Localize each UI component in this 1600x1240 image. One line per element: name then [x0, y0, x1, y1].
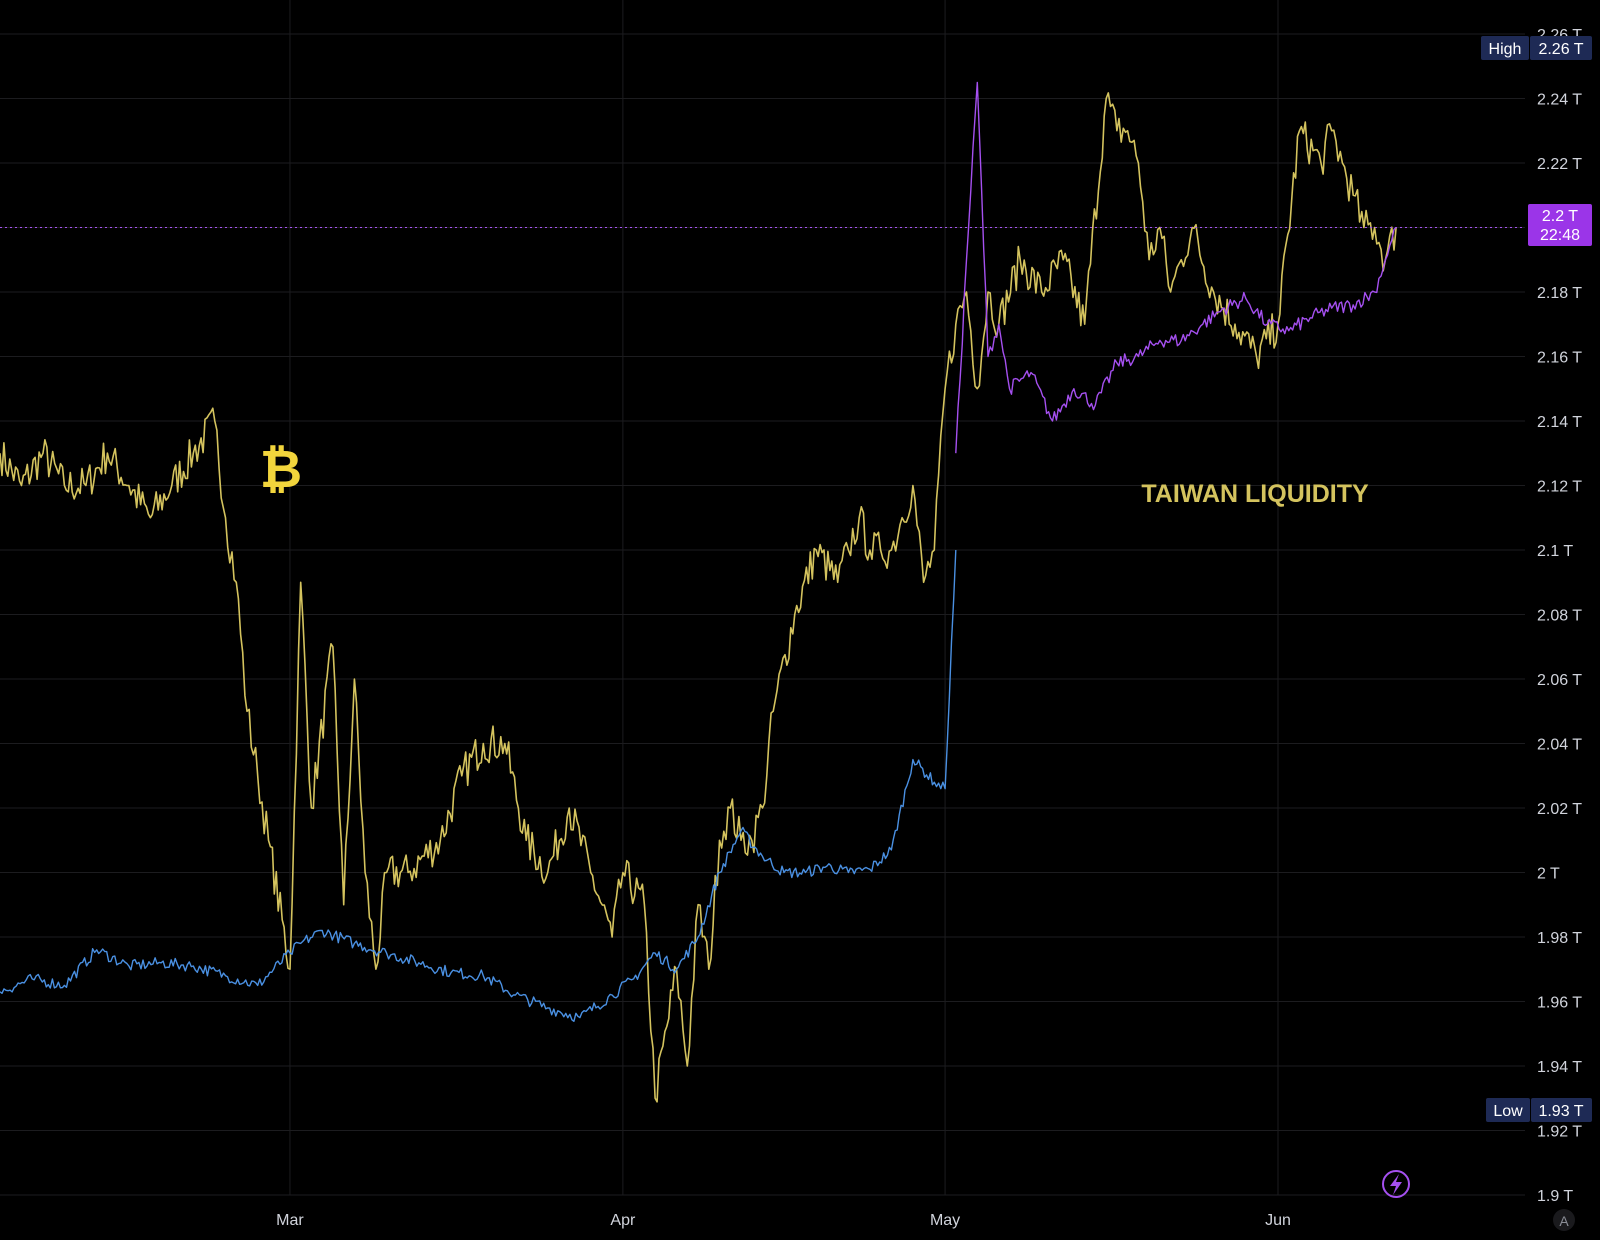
- series-layer: [0, 81, 1397, 1103]
- y-tick-label: 2.12 T: [1537, 479, 1582, 496]
- y-tick-label: 2.24 T: [1537, 92, 1582, 109]
- y-tick-label: 2.06 T: [1537, 672, 1582, 689]
- y-tick-label: 1.98 T: [1537, 930, 1582, 947]
- x-tick-label: Apr: [610, 1212, 636, 1229]
- y-tick-label: 2.1 T: [1537, 543, 1573, 560]
- taiwan-liquidity-recent-line: [955, 81, 1397, 454]
- x-tick-label: Jun: [1265, 1212, 1291, 1229]
- y-tick-label: 1.94 T: [1537, 1059, 1582, 1076]
- y-tick-label: 2.22 T: [1537, 156, 1582, 173]
- last-price-value: 2.2 T: [1542, 208, 1578, 225]
- x-tick-label: May: [930, 1212, 960, 1229]
- y-tick-label: 2.14 T: [1537, 414, 1582, 431]
- btc-price-line: [0, 92, 1397, 1103]
- y-tick-label: 2.02 T: [1537, 801, 1582, 818]
- time-axis[interactable]: Mar Apr May Jun: [276, 1212, 1291, 1229]
- lightning-icon[interactable]: [1382, 1170, 1410, 1198]
- low-value: 1.93 T: [1538, 1103, 1583, 1120]
- y-tick-label: 1.96 T: [1537, 995, 1582, 1012]
- low-marker: Low 1.93 T: [1486, 1098, 1592, 1122]
- y-tick-label: 1.9 T: [1537, 1188, 1573, 1205]
- auto-scale-label: A: [1559, 1213, 1569, 1229]
- y-tick-label: 2 T: [1537, 866, 1560, 883]
- auto-scale-icon[interactable]: A: [1553, 1209, 1575, 1231]
- bar-countdown: 22:48: [1540, 227, 1580, 244]
- y-tick-label: 1.92 T: [1537, 1124, 1582, 1141]
- y-tick-label: 2.16 T: [1537, 350, 1582, 367]
- high-marker: High 2.26 T: [1481, 36, 1592, 60]
- high-value: 2.26 T: [1538, 41, 1583, 58]
- y-tick-label: 2.08 T: [1537, 608, 1582, 625]
- y-tick-label: 2.04 T: [1537, 737, 1582, 754]
- low-label: Low: [1493, 1103, 1523, 1120]
- chart-grid: [0, 0, 1525, 1196]
- bitcoin-icon: ₿: [260, 440, 302, 500]
- x-tick-label: Mar: [276, 1212, 304, 1229]
- price-axis[interactable]: 1.9 T 1.92 T 1.94 T 1.96 T 1.98 T 2 T 2.02 T 2.…: [1537, 27, 1582, 1205]
- high-label: High: [1489, 41, 1522, 58]
- taiwan-liquidity-annotation: TAIWAN LIQUIDITY: [1141, 480, 1369, 508]
- taiwan-liquidity-line: [0, 549, 957, 1022]
- y-tick-label: 2.18 T: [1537, 285, 1582, 302]
- last-price-badge: 2.2 T 22:48: [1528, 204, 1592, 246]
